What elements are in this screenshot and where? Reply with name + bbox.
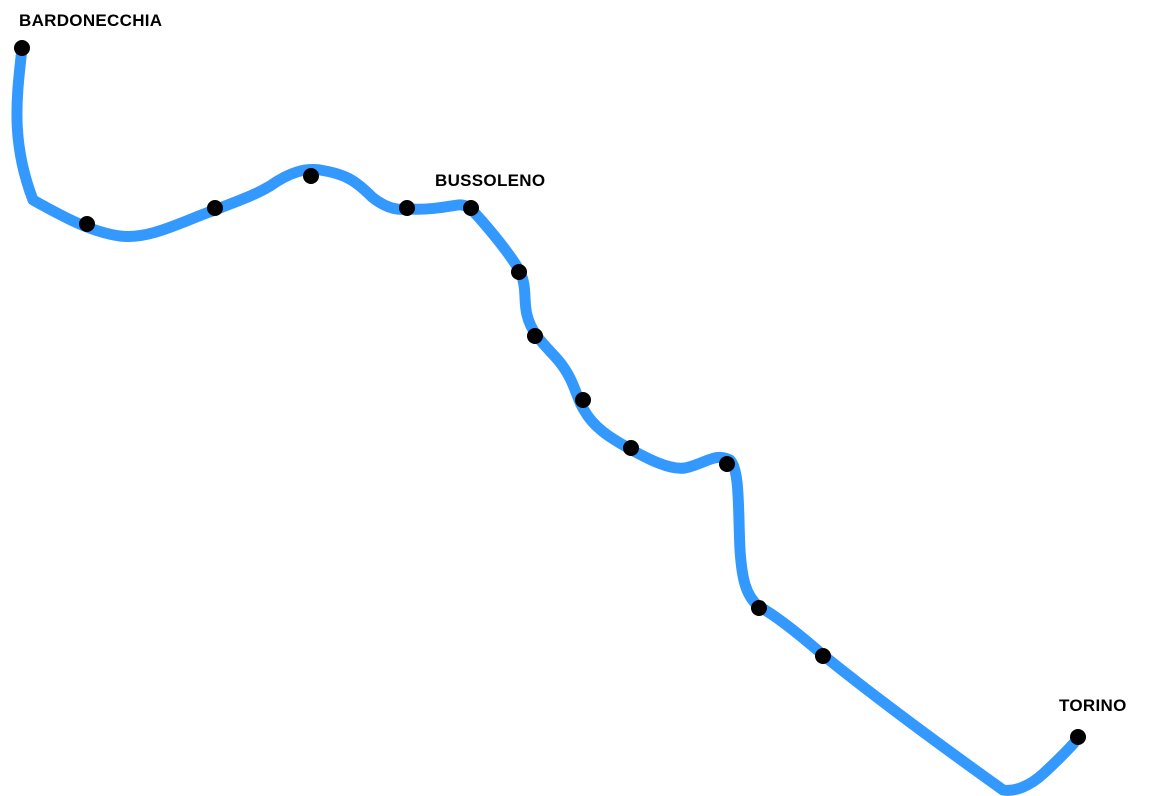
railway-route-line [11,47,1080,796]
station-dot-torino [1070,729,1086,745]
stop-markers [14,40,1086,745]
station-label-bussoleno: BUSSOLENO [435,171,545,190]
stop-dot [303,168,319,184]
stop-dot [719,456,735,472]
stop-dot [751,600,767,616]
stop-dot [575,392,591,408]
stop-dot [527,328,543,344]
station-label-bardonecchia: BARDONECCHIA [19,11,162,30]
station-dot-bussoleno [463,200,479,216]
stop-dot [207,200,223,216]
station-label-torino: TORINO [1059,696,1127,715]
stop-dot [511,264,527,280]
stop-dot [399,200,415,216]
station-dot-bardonecchia [14,40,30,56]
stop-dot [815,648,831,664]
stop-dot [623,440,639,456]
stop-dot [79,216,95,232]
